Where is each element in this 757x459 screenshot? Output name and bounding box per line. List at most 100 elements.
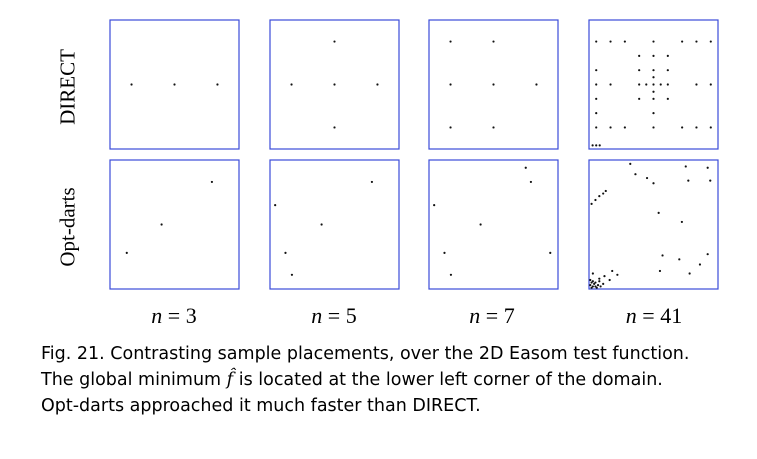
- f-hat-symbol: f̂: [226, 370, 234, 390]
- row-label-opt-darts: Opt-darts: [55, 187, 80, 267]
- sample-point: [609, 83, 612, 86]
- sample-point: [598, 277, 601, 280]
- sample-point: [652, 112, 655, 115]
- sample-point: [681, 126, 684, 129]
- sample-point: [634, 173, 637, 176]
- n-variable: n: [151, 303, 163, 328]
- sample-point: [333, 126, 336, 129]
- sample-point: [210, 180, 214, 184]
- panel-frame: [269, 19, 400, 150]
- sample-point: [598, 144, 601, 147]
- sample-point: [595, 83, 598, 86]
- sample-point: [535, 83, 538, 86]
- sample-point: [492, 83, 495, 86]
- sample-point: [216, 83, 219, 86]
- sample-point: [595, 286, 598, 289]
- sample-point: [591, 144, 594, 147]
- sample-point: [591, 272, 594, 275]
- sample-point: [595, 69, 598, 72]
- sample-point: [695, 126, 698, 129]
- sample-point: [666, 54, 669, 57]
- sample-point: [602, 282, 605, 285]
- sample-point: [591, 285, 594, 288]
- scatter-panel-direct-n7: [428, 19, 559, 150]
- figure-caption: Fig. 21. Contrasting sample placements, …: [41, 341, 751, 419]
- panel-frame: [428, 159, 559, 290]
- sample-point: [658, 269, 662, 273]
- sample-point: [130, 83, 133, 86]
- sample-point: [479, 223, 482, 226]
- n-value: = 5: [322, 303, 357, 328]
- panel-frame: [269, 159, 400, 290]
- sample-point: [549, 251, 552, 254]
- sample-point: [623, 126, 626, 129]
- sample-point: [284, 251, 287, 254]
- sample-point: [652, 182, 655, 185]
- sample-point: [590, 202, 593, 205]
- sample-point: [529, 180, 533, 184]
- sample-point: [666, 69, 669, 72]
- sample-point: [603, 275, 606, 278]
- sample-point: [645, 176, 649, 180]
- sample-point: [709, 179, 712, 182]
- caption-text: The global minimum: [41, 370, 227, 390]
- sample-point: [709, 83, 712, 86]
- sample-point: [629, 162, 632, 165]
- scatter-panel-opt-darts-n5: [269, 159, 400, 290]
- sample-point: [599, 285, 602, 288]
- sample-point: [320, 223, 323, 226]
- sample-point: [695, 40, 698, 43]
- caption-line-2: The global minimum f̂ is located at the …: [41, 367, 751, 393]
- sample-point: [173, 83, 176, 86]
- sample-point: [595, 40, 598, 43]
- sample-point: [449, 126, 452, 129]
- sample-point: [706, 253, 709, 256]
- sample-point: [709, 40, 712, 43]
- sample-point: [602, 192, 605, 195]
- panel-frame: [588, 159, 719, 290]
- sample-point: [290, 273, 294, 276]
- sample-point: [684, 165, 687, 168]
- sample-point: [274, 204, 277, 207]
- sample-point: [595, 126, 598, 129]
- sample-point: [598, 280, 601, 283]
- sample-point: [652, 126, 655, 129]
- scatter-panel-direct-n5: [269, 19, 400, 150]
- sample-point: [652, 97, 655, 100]
- sample-point: [594, 281, 597, 284]
- scatter-panel-direct-n3: [109, 19, 240, 150]
- panel-frame: [109, 159, 240, 290]
- sample-point: [609, 40, 612, 43]
- sample-point: [678, 258, 681, 261]
- sample-point: [449, 273, 453, 276]
- sample-point: [688, 272, 691, 275]
- row-label-direct: DIRECT: [55, 49, 80, 125]
- sample-point: [376, 83, 379, 86]
- sample-point: [604, 189, 607, 193]
- sample-point: [524, 166, 527, 169]
- sample-point: [661, 254, 664, 257]
- sample-point: [638, 83, 641, 86]
- sample-point: [443, 251, 446, 254]
- panel-frame: [588, 19, 719, 150]
- sample-point: [160, 223, 163, 226]
- sample-point: [611, 269, 614, 273]
- n-label-41: n = 41: [626, 303, 682, 329]
- sample-point: [666, 83, 669, 86]
- sample-point: [623, 40, 626, 43]
- sample-point: [433, 204, 436, 207]
- n-variable: n: [625, 303, 637, 328]
- panel-frame: [428, 19, 559, 150]
- sample-point: [370, 180, 374, 184]
- n-variable: n: [469, 303, 481, 328]
- sample-point: [616, 273, 619, 276]
- sample-point: [449, 83, 452, 86]
- sample-point: [706, 166, 709, 169]
- scatter-panel-opt-darts-n7: [428, 159, 559, 290]
- sample-point: [596, 284, 600, 287]
- sample-point: [652, 76, 655, 79]
- sample-point: [333, 40, 336, 43]
- scatter-panel-direct-n41: [588, 19, 719, 150]
- n-value: = 3: [162, 303, 197, 328]
- caption-text: is located at the lower left corner of t…: [233, 370, 663, 390]
